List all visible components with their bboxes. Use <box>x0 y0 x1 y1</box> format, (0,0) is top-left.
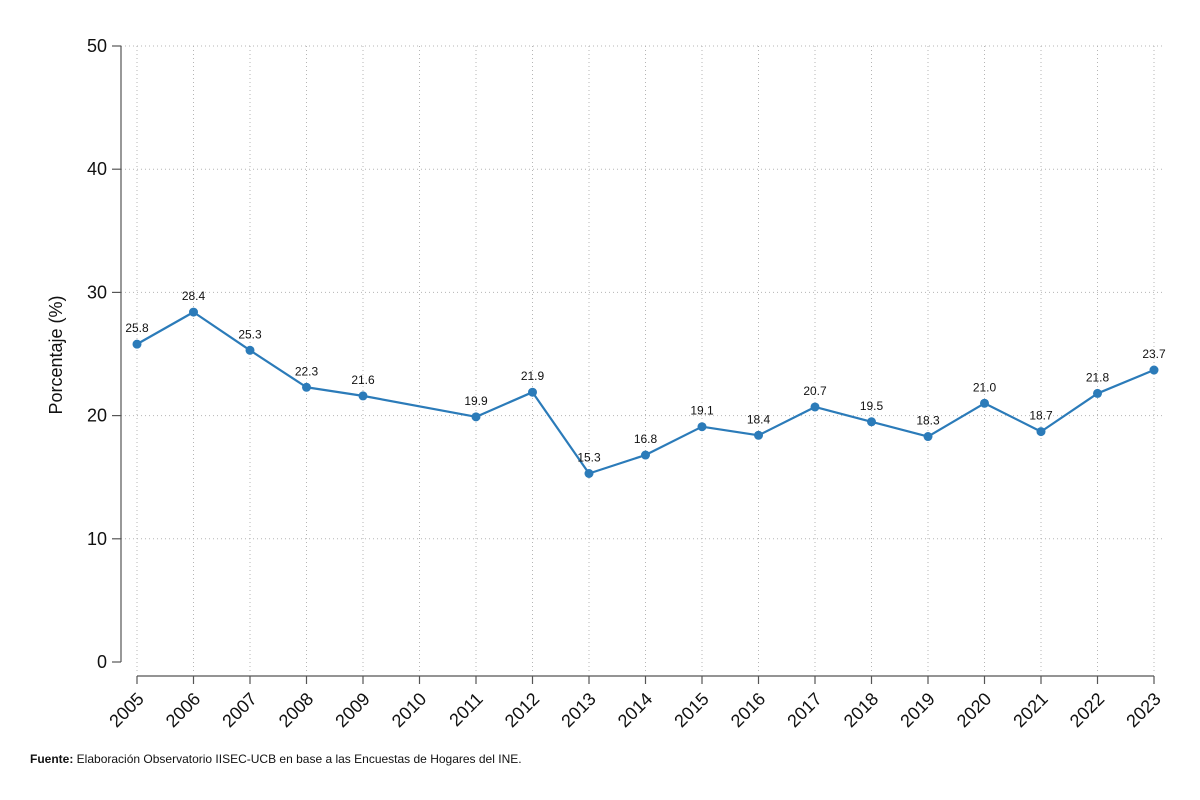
y-tick-label: 10 <box>87 529 107 549</box>
data-label: 19.1 <box>690 404 714 418</box>
data-label: 22.3 <box>295 364 319 378</box>
y-axis-title: Porcentaje (%) <box>46 295 66 414</box>
data-label: 16.8 <box>634 432 658 446</box>
data-point <box>1036 427 1046 437</box>
x-axis-ticks: 2005 2006 2007 2008 2009 2010 2011 2012 2013 2014… <box>105 676 1165 731</box>
y-tick-label: 30 <box>87 282 107 302</box>
data-label: 18.7 <box>1029 409 1053 423</box>
data-point <box>245 345 255 355</box>
data-label: 28.4 <box>182 289 206 303</box>
data-point <box>1093 388 1102 398</box>
data-labels: 25.8 28.4 25.3 22.3 21.6 19.9 21.9 15.3 16.8 19.1… <box>125 289 1166 464</box>
x-tick-label: 2012 <box>501 689 543 731</box>
data-label: 18.4 <box>747 412 771 426</box>
x-tick-label: 2017 <box>783 689 825 731</box>
data-point <box>302 382 311 392</box>
source-label: Fuente: <box>30 752 74 766</box>
series-line <box>136 311 1155 475</box>
x-tick-label: 2016 <box>727 689 769 731</box>
data-point <box>867 417 876 427</box>
x-tick-label: 2005 <box>105 689 147 731</box>
x-tick-label: 2019 <box>896 689 938 731</box>
x-tick-label: 2009 <box>331 689 373 731</box>
data-label: 19.9 <box>464 394 488 408</box>
source-text: Elaboración Observatorio IISEC-UCB en ba… <box>73 752 522 766</box>
data-point <box>358 391 368 401</box>
data-point <box>189 307 198 317</box>
x-tick-label: 2008 <box>275 689 317 731</box>
source-note: Fuente: Elaboración Observatorio IISEC-U… <box>30 752 522 766</box>
data-point <box>584 469 594 479</box>
data-label: 21.9 <box>521 369 545 383</box>
data-point <box>923 432 933 442</box>
data-label: 25.3 <box>238 327 262 341</box>
y-tick-label: 40 <box>87 159 107 179</box>
data-label: 19.5 <box>860 399 884 413</box>
x-tick-label: 2007 <box>218 689 260 731</box>
x-tick-label: 2010 <box>388 689 430 731</box>
y-tick-label: 20 <box>87 406 107 426</box>
data-label: 18.3 <box>916 414 940 428</box>
axes <box>120 46 1154 677</box>
data-point <box>132 339 142 349</box>
grid <box>121 45 1162 674</box>
x-tick-label: 2014 <box>614 689 656 731</box>
data-label: 20.7 <box>803 384 827 398</box>
x-tick-label: 2018 <box>840 689 882 731</box>
data-point <box>810 402 820 412</box>
data-point <box>641 450 650 460</box>
data-point <box>754 430 763 440</box>
data-label: 21.6 <box>351 373 375 387</box>
x-tick-label: 2022 <box>1066 689 1108 731</box>
data-label: 21.0 <box>973 380 997 394</box>
data-point <box>471 412 481 422</box>
x-tick-label: 2023 <box>1122 689 1164 731</box>
x-tick-label: 2021 <box>1009 689 1051 731</box>
data-label: 15.3 <box>577 451 601 465</box>
x-tick-label: 2011 <box>445 689 487 731</box>
data-point <box>528 387 537 397</box>
data-label: 23.7 <box>1142 347 1166 361</box>
x-tick-label: 2015 <box>670 689 712 731</box>
y-tick-label: 50 <box>87 36 107 56</box>
data-point <box>697 422 707 432</box>
data-point <box>980 398 989 408</box>
x-tick-label: 2013 <box>557 689 599 731</box>
x-tick-label: 2006 <box>162 689 204 731</box>
data-label: 25.8 <box>125 321 149 335</box>
data-label: 21.8 <box>1086 370 1110 384</box>
y-axis-ticks: 0 10 20 30 40 50 <box>87 36 121 672</box>
x-tick-label: 2020 <box>953 689 995 731</box>
series <box>132 307 1159 479</box>
y-tick-label: 0 <box>97 652 107 672</box>
data-point <box>1149 365 1159 375</box>
